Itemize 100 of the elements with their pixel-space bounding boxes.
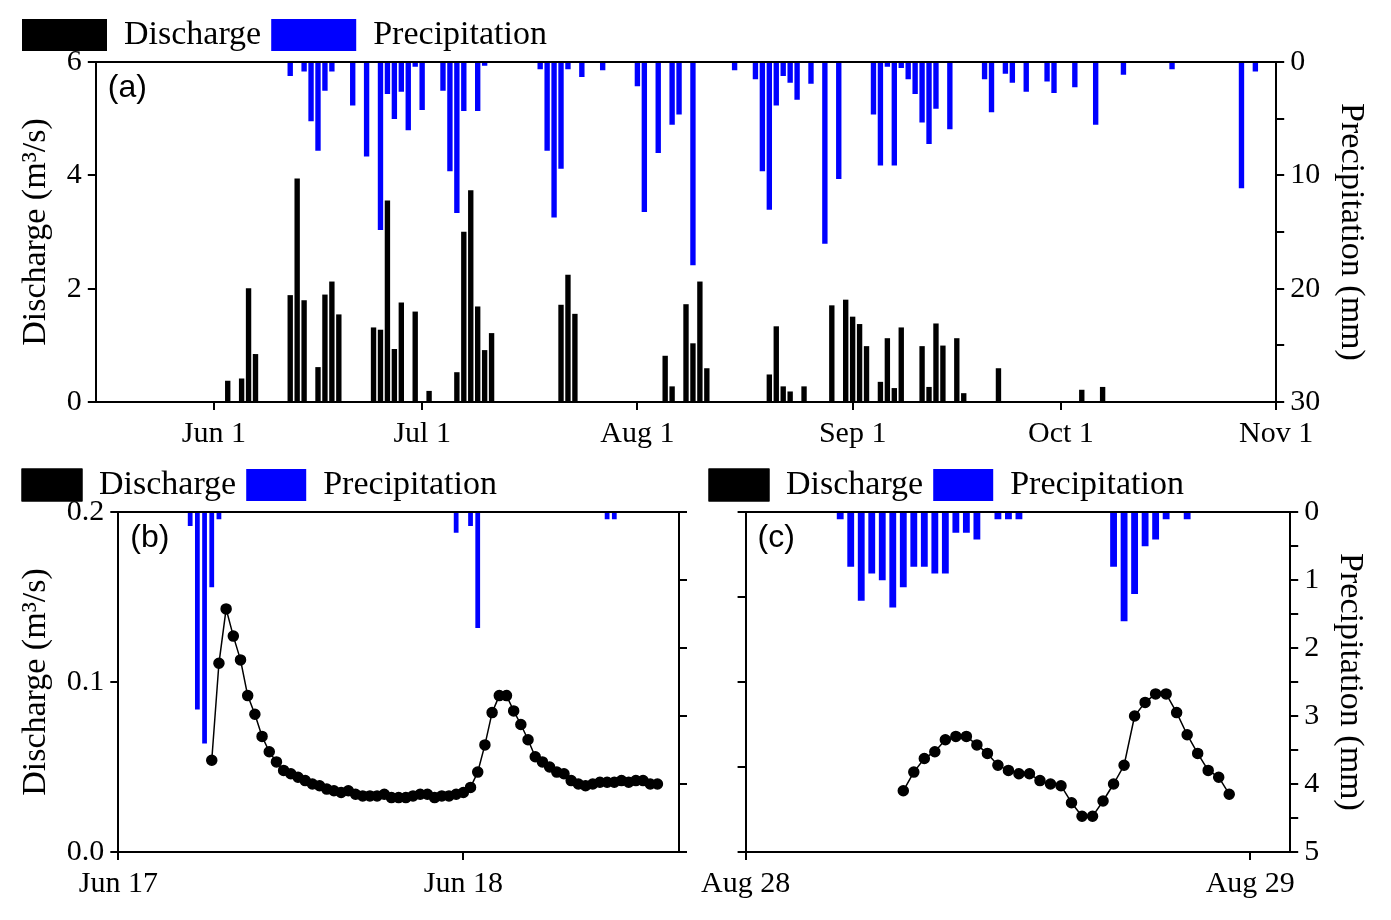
bar <box>773 62 779 106</box>
legend-label: Discharge <box>124 13 262 51</box>
point <box>1086 810 1099 823</box>
bar <box>287 62 293 76</box>
bar <box>1092 62 1099 125</box>
point <box>1034 774 1046 787</box>
y2-tick-label: 3 <box>1304 696 1320 730</box>
y2-tick-label: 4 <box>1304 764 1320 798</box>
point <box>1181 728 1193 741</box>
point <box>1139 696 1151 709</box>
legend-label: Discharge <box>786 463 924 501</box>
bar <box>1238 62 1245 189</box>
y-tick-label: 4 <box>66 156 82 190</box>
y-tick-label: 0.0 <box>66 832 105 866</box>
bar <box>391 62 398 119</box>
bar <box>475 62 481 112</box>
x-tick-label: Aug 29 <box>1205 864 1295 898</box>
bar <box>655 62 661 153</box>
bar <box>1169 62 1175 70</box>
point <box>897 785 910 797</box>
x-tick-label: Jun 17 <box>78 864 158 898</box>
bar <box>947 62 953 130</box>
point <box>992 759 1004 772</box>
bar <box>690 62 696 266</box>
y2-axis-title: Precipitation (mm) <box>1332 553 1371 811</box>
point <box>908 766 920 778</box>
point <box>1170 706 1183 719</box>
y-axis-title: Discharge (m³/s) <box>15 568 54 796</box>
point <box>918 752 931 765</box>
bar <box>384 62 391 95</box>
point <box>1118 759 1130 772</box>
point <box>1044 778 1057 790</box>
x-tick-label: Jul 1 <box>393 414 451 448</box>
point <box>971 739 983 751</box>
y2-tick-label: 0 <box>1304 492 1320 526</box>
bar <box>891 62 897 166</box>
point <box>1055 779 1067 792</box>
y-axis-title: Discharge (m³/s) <box>15 118 54 346</box>
bar <box>766 62 773 210</box>
y2-tick-label: 1 <box>1304 560 1320 594</box>
y-tick-label: 2 <box>66 269 82 303</box>
point <box>1076 810 1088 823</box>
bar <box>877 62 884 166</box>
x-tick-label: Jun 1 <box>181 414 246 448</box>
y-tick-label: 6 <box>66 42 82 76</box>
bar <box>1009 62 1016 83</box>
point <box>1160 688 1172 700</box>
legend-label: Discharge <box>99 463 237 501</box>
point <box>939 734 952 746</box>
point <box>1223 788 1235 800</box>
bar <box>350 62 356 106</box>
bar <box>1023 62 1029 92</box>
point <box>1202 764 1214 777</box>
annotation: (b) <box>130 517 170 554</box>
bar <box>1120 62 1127 75</box>
y2-tick-label: 20 <box>1290 269 1321 303</box>
y2-tick-label: 10 <box>1290 156 1321 190</box>
bar <box>363 62 370 157</box>
point <box>1097 795 1109 807</box>
point <box>1023 768 1036 780</box>
point <box>1013 768 1025 780</box>
bar <box>579 62 585 78</box>
annotation: (c) <box>757 517 795 554</box>
point <box>960 730 973 743</box>
bar <box>822 62 828 244</box>
x-tick-label: Sep 1 <box>818 414 887 448</box>
annotation: (a) <box>107 67 147 104</box>
point <box>1002 764 1015 777</box>
y-tick-label: 0 <box>66 382 82 416</box>
y2-tick-label: 2 <box>1304 628 1320 662</box>
bar <box>377 62 384 231</box>
point <box>929 745 941 758</box>
bar <box>398 62 404 92</box>
point <box>1128 710 1141 722</box>
y2-axis-title: Precipitation (mm) <box>1333 103 1372 361</box>
y-tick-label: 0.1 <box>66 662 105 696</box>
legend-label: Precipitation <box>373 13 547 51</box>
x-tick-label: Nov 1 <box>1239 414 1314 448</box>
y2-tick-label: 5 <box>1304 832 1320 866</box>
point <box>1212 771 1225 783</box>
point <box>950 730 962 743</box>
y2-tick-label: 0 <box>1290 42 1306 76</box>
legend-label: Precipitation <box>323 463 497 501</box>
bar <box>481 62 488 66</box>
point <box>1107 778 1120 790</box>
bar <box>1072 62 1078 88</box>
legend-label: Precipitation <box>1010 463 1184 501</box>
point <box>1191 747 1204 760</box>
point <box>1065 796 1078 809</box>
point <box>981 747 994 760</box>
bar <box>641 62 648 212</box>
point <box>1149 688 1162 700</box>
bar <box>808 62 814 84</box>
bar <box>405 62 411 131</box>
x-tick-label: Jun 18 <box>423 864 503 898</box>
x-tick-label: Aug 28 <box>701 864 791 898</box>
bar <box>870 62 877 115</box>
x-tick-label: Aug 1 <box>600 414 675 448</box>
bar <box>634 62 641 87</box>
y2-tick-label: 30 <box>1290 382 1321 416</box>
